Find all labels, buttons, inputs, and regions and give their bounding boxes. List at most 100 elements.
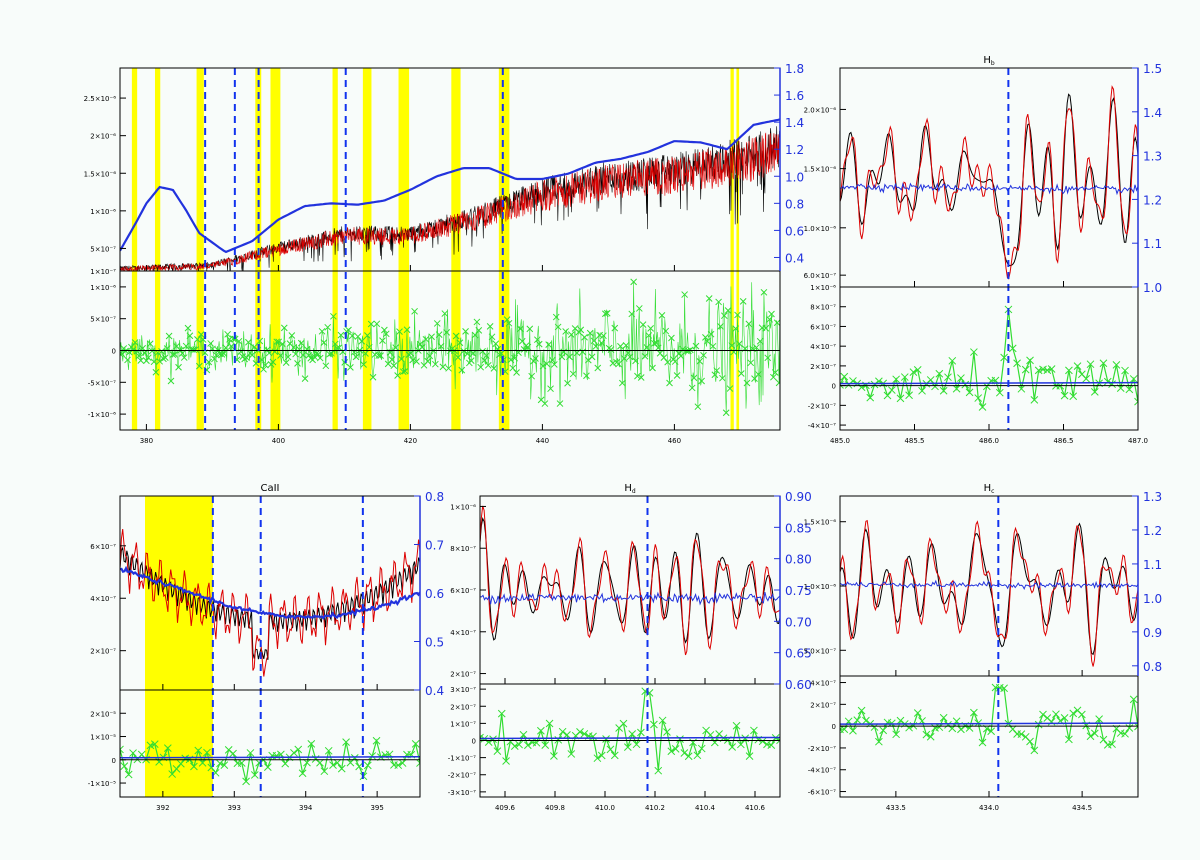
residual-point xyxy=(355,762,363,771)
residual-point xyxy=(533,336,541,344)
residual-point xyxy=(443,329,451,336)
y2-tick-label: 1.5 xyxy=(1143,62,1162,76)
residual-point xyxy=(756,337,764,345)
y-tick-label: -2×10⁻⁷ xyxy=(808,745,836,753)
residual-point xyxy=(373,320,381,328)
residual-point xyxy=(441,310,449,317)
y2-tick-label: 1.1 xyxy=(1143,237,1162,251)
residual-point xyxy=(337,764,346,773)
bottom-axes-frame xyxy=(839,286,1139,431)
residual-point xyxy=(935,723,944,732)
residual-point xyxy=(137,357,145,364)
residual-point xyxy=(709,342,717,350)
residual-point xyxy=(228,342,235,350)
residual-point xyxy=(705,295,713,302)
residual-point xyxy=(970,348,978,356)
mask-band xyxy=(154,68,161,271)
y2-tick-label: 0.6 xyxy=(785,224,804,238)
y-tick-label: 2×10⁻⁷ xyxy=(450,671,476,679)
residual-point xyxy=(754,370,762,378)
residual-point xyxy=(399,368,407,376)
residual-point xyxy=(628,310,636,318)
residual-point xyxy=(689,738,697,747)
residual-point xyxy=(679,345,687,353)
residual-point xyxy=(301,375,309,382)
residual-point xyxy=(1078,710,1086,719)
y2-tick-label: 0.8 xyxy=(425,490,444,504)
residual-point xyxy=(745,752,754,760)
residual-point xyxy=(982,382,991,391)
residual-point xyxy=(303,758,311,767)
residual-point xyxy=(720,312,728,320)
residual-point xyxy=(133,347,141,355)
y-tick-label: 8×10⁻⁷ xyxy=(450,545,476,553)
residual-point xyxy=(944,721,952,729)
residual-point xyxy=(987,727,996,736)
y2-tick-label: 1.0 xyxy=(1143,281,1162,295)
residual-point xyxy=(641,352,649,360)
residual-point xyxy=(939,713,948,722)
panel-hb: 485.0 485.5 486.0 486.5 487.0 6.0×10⁻⁷ 1.0×10⁻… xyxy=(804,55,1163,445)
residual-point xyxy=(611,324,619,332)
residual-point xyxy=(736,340,743,348)
residual-point xyxy=(713,367,721,374)
bottom-plot-area xyxy=(480,687,780,775)
y-tick-label: 2×10⁻⁶ xyxy=(90,133,116,141)
residual-point xyxy=(169,351,177,359)
y2-tick-label: 0.70 xyxy=(785,615,812,629)
residual-point xyxy=(734,311,741,319)
residual-point xyxy=(489,735,497,744)
residual-point xyxy=(1000,684,1008,693)
residual-point xyxy=(237,348,245,355)
y-tick-label: 4×10⁻⁷ xyxy=(810,680,836,688)
residual-point xyxy=(535,340,543,348)
residual-point xyxy=(671,358,679,365)
residual-point xyxy=(275,338,282,346)
residual-point xyxy=(411,740,420,748)
x-tick-label: 460 xyxy=(668,437,681,445)
residual-point xyxy=(311,353,318,361)
residual-point xyxy=(198,758,207,767)
bottom-plot-area xyxy=(120,271,780,430)
y-tick-label: 5.0×10⁻⁷ xyxy=(804,647,837,655)
residual-line xyxy=(480,690,780,771)
residual-point xyxy=(314,350,322,358)
residual-point xyxy=(394,761,403,770)
residual-point xyxy=(643,344,651,351)
residual-point xyxy=(143,357,150,365)
residual-point xyxy=(416,759,420,767)
residual-point xyxy=(537,726,545,735)
residual-point xyxy=(693,751,702,760)
residual-point xyxy=(1129,375,1138,383)
y2-tick-label: 0.9 xyxy=(1143,626,1162,640)
top-plot-area xyxy=(120,68,780,271)
residual-point xyxy=(475,327,483,334)
residual-point xyxy=(299,351,307,359)
residual-point xyxy=(654,344,662,352)
residual-point xyxy=(520,346,528,353)
residual-point xyxy=(137,750,146,759)
y-tick-label: 5×10⁻⁷ xyxy=(90,245,116,253)
residual-point xyxy=(567,331,575,339)
residual-point xyxy=(324,323,332,331)
residual-point xyxy=(554,323,562,331)
residual-point xyxy=(281,759,290,768)
residual-point xyxy=(1090,729,1099,738)
panel-full: 380 400 420 440 460 1×10⁻⁷ 5×10⁻⁷ 1×10⁻⁶ 1.5×10⁻… xyxy=(84,62,805,445)
residual-point xyxy=(623,743,632,751)
residual-point xyxy=(853,716,862,724)
panel-title-subscript: c xyxy=(991,488,994,495)
bottom-plot-area xyxy=(120,690,420,797)
residual-point xyxy=(698,377,705,385)
residual-point xyxy=(1099,359,1108,368)
residual-point xyxy=(220,350,228,357)
residual-point xyxy=(554,735,563,744)
residual-point xyxy=(216,759,224,768)
residual-point xyxy=(581,333,588,341)
residual-point xyxy=(628,730,637,738)
residual-point xyxy=(870,380,879,389)
residual-point xyxy=(580,729,589,738)
residual-point xyxy=(120,350,126,358)
y2-tick-label: 1.0 xyxy=(1143,592,1162,606)
residual-point xyxy=(909,368,918,376)
